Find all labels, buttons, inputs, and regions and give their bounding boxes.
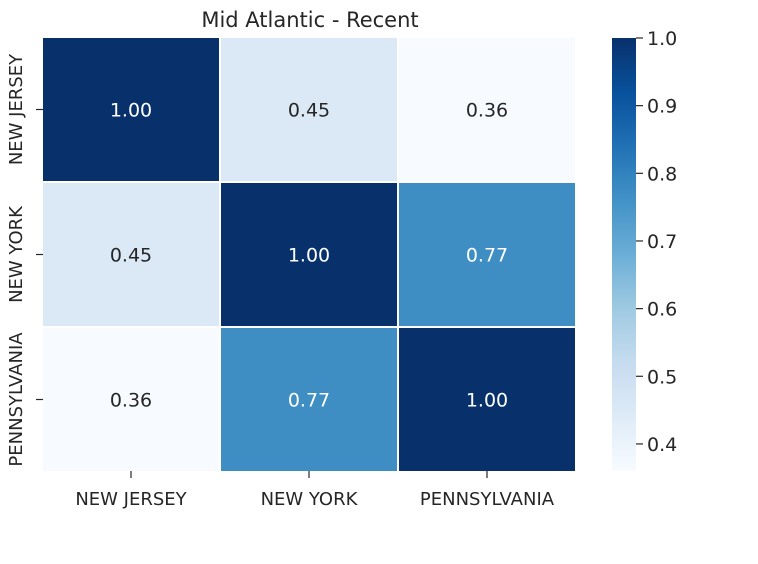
colorbar-tick-label: 0.4 <box>647 434 677 456</box>
cell-value-label: 0.45 <box>288 100 330 122</box>
y-tick-label: PENNSYLVANIA <box>6 332 27 467</box>
colorbar: 0.4 0.5 0.6 0.7 0.8 0.9 1.0 <box>612 28 677 471</box>
x-axis: NEW JERSEY NEW YORK PENNSYLVANIA <box>75 471 555 510</box>
cell-value-label: 0.36 <box>110 390 152 412</box>
chart-title: Mid Atlantic - Recent <box>201 8 418 32</box>
heatmap-cell <box>43 38 219 181</box>
colorbar-tick-label: 0.6 <box>647 299 677 321</box>
x-tick-label: NEW YORK <box>261 489 359 510</box>
heatmap-cell <box>43 183 219 326</box>
colorbar-tick-label: 0.8 <box>647 163 677 185</box>
colorbar-gradient <box>612 38 636 471</box>
cell-value-label: 0.45 <box>110 245 152 267</box>
heatmap-cell <box>221 38 397 181</box>
cell-value-label: 0.77 <box>288 390 330 412</box>
colorbar-tick-label: 1.0 <box>647 28 677 50</box>
y-axis: NEW JERSEY NEW YORK PENNSYLVANIA <box>6 53 43 467</box>
colorbar-tick-label: 0.7 <box>647 231 677 253</box>
y-tick-label: NEW YORK <box>6 205 27 303</box>
cell-value-label: 0.77 <box>466 245 508 267</box>
cell-value-label: 1.00 <box>110 100 152 122</box>
cell-value-label: 0.36 <box>466 100 508 122</box>
colorbar-tick-label: 0.5 <box>647 366 677 388</box>
heatmap-cell <box>399 38 575 181</box>
heatmap-cell <box>399 183 575 326</box>
x-tick-label: PENNSYLVANIA <box>420 489 555 510</box>
heatmap-cell <box>399 328 575 471</box>
x-tick-label: NEW JERSEY <box>75 489 187 510</box>
cell-value-label: 1.00 <box>466 390 508 412</box>
heatmap-cells: 1.00 0.45 0.36 0.45 1.00 0.77 0.36 0.77 1.00 <box>43 38 575 471</box>
y-tick-label: NEW JERSEY <box>6 53 27 165</box>
heatmap-cell <box>221 328 397 471</box>
colorbar-tick-label: 0.9 <box>647 96 677 118</box>
heatmap-cell <box>43 328 219 471</box>
heatmap-cell <box>221 183 397 326</box>
cell-value-label: 1.00 <box>288 245 330 267</box>
